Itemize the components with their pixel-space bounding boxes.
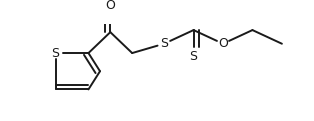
Text: O: O bbox=[106, 0, 115, 12]
Text: S: S bbox=[51, 47, 60, 60]
Text: O: O bbox=[218, 37, 228, 50]
Text: S: S bbox=[190, 50, 198, 63]
Text: S: S bbox=[160, 37, 168, 50]
